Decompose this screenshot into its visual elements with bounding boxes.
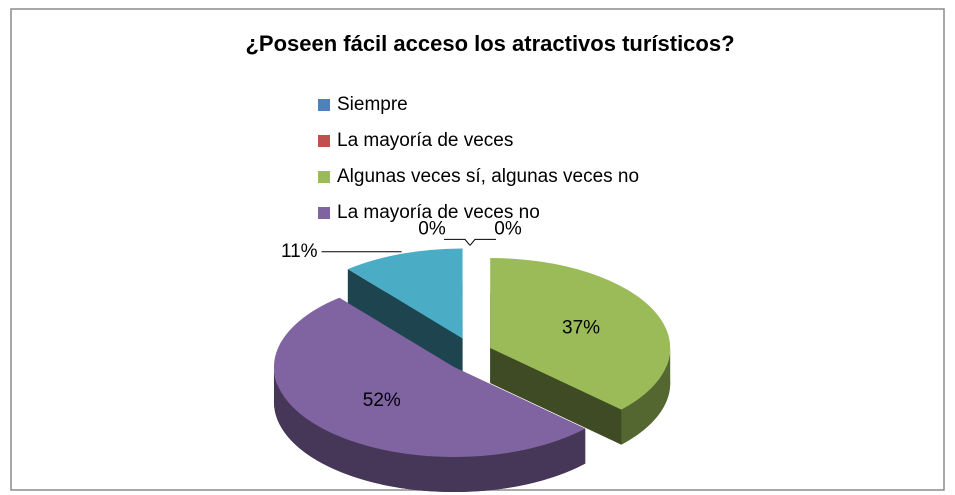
data-label: 37% — [562, 317, 600, 338]
chart-title: ¿Poseen fácil acceso los atractivos turí… — [245, 31, 734, 56]
legend-label: La mayoría de veces no — [337, 202, 540, 223]
slice-wall — [273, 367, 586, 493]
legend-swatch — [318, 99, 330, 111]
data-label: 0% — [418, 218, 446, 239]
legend-label: La mayoría de veces — [337, 130, 513, 151]
legend-swatch — [318, 171, 330, 183]
data-label: 11% — [281, 241, 318, 262]
slice — [490, 258, 671, 410]
slice — [273, 297, 586, 458]
data-label: 0% — [494, 218, 522, 239]
leader-line — [469, 238, 496, 246]
slice-side — [490, 348, 622, 445]
data-label: 52% — [363, 390, 401, 411]
legend-label: Algunas veces sí, algunas veces no — [337, 166, 639, 187]
slice-side — [347, 269, 463, 374]
legend-swatch — [318, 207, 330, 219]
leader-line — [444, 238, 471, 246]
pie-tops — [273, 248, 671, 458]
legend-swatch — [318, 135, 330, 147]
slice-wall — [621, 348, 671, 445]
slice — [347, 248, 463, 339]
legend-label: Siempre — [337, 94, 408, 115]
